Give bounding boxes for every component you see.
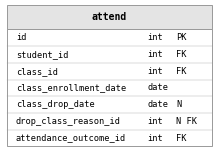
Text: class_id: class_id	[16, 67, 58, 76]
Text: FK: FK	[176, 50, 187, 59]
Text: class_enrollment_date: class_enrollment_date	[16, 83, 126, 92]
Bar	[7, 29, 212, 146]
Text: attendance_outcome_id: attendance_outcome_id	[16, 134, 126, 143]
Text: drop_class_reason_id: drop_class_reason_id	[16, 117, 121, 126]
Text: int: int	[148, 117, 163, 126]
Text: int: int	[148, 134, 163, 143]
Text: student_id: student_id	[16, 50, 68, 59]
Text: date: date	[148, 83, 169, 92]
Text: FK: FK	[176, 67, 187, 76]
Text: FK: FK	[176, 134, 187, 143]
Text: N FK: N FK	[176, 117, 197, 126]
Text: attend: attend	[92, 12, 127, 22]
Text: int: int	[148, 67, 163, 76]
Text: int: int	[148, 33, 163, 42]
Text: id: id	[16, 33, 26, 42]
Bar	[7, 5, 212, 29]
Text: N: N	[176, 100, 182, 109]
Text: date: date	[148, 100, 169, 109]
Text: PK: PK	[176, 33, 187, 42]
Text: int: int	[148, 50, 163, 59]
Text: class_drop_date: class_drop_date	[16, 100, 95, 109]
